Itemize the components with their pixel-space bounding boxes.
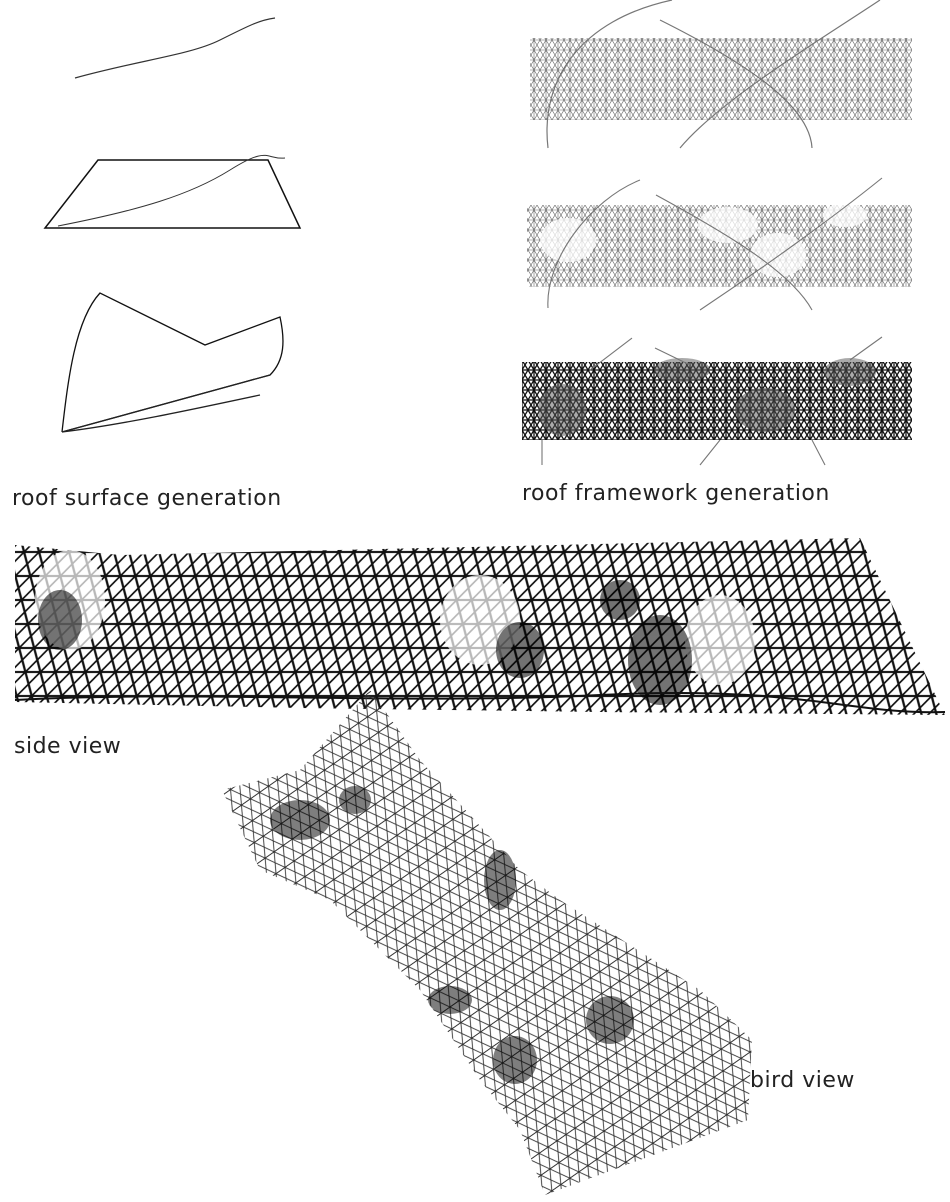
framework-grid bbox=[530, 38, 912, 120]
label: bird view bbox=[750, 1068, 855, 1093]
diagram: roof surface generation roof framework g… bbox=[0, 0, 950, 1202]
curve bbox=[58, 155, 285, 226]
label: roof surface generation bbox=[12, 486, 282, 511]
page: {"labels": {"surface": "roof surface gen… bbox=[0, 0, 950, 1202]
label: roof framework generation bbox=[522, 481, 830, 506]
surface-edge bbox=[62, 375, 270, 432]
surface-sail bbox=[62, 293, 283, 432]
surface-plane bbox=[45, 160, 300, 228]
bird-frame bbox=[222, 690, 752, 1195]
curve bbox=[75, 18, 275, 78]
label: side view bbox=[14, 734, 121, 759]
